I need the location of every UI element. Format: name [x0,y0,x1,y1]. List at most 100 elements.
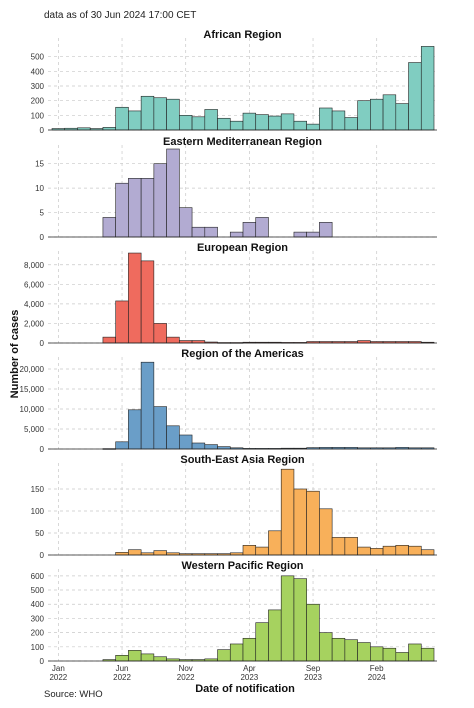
bar-jun-2023 [268,115,282,131]
bar-dec-2023 [344,117,358,131]
x-tick-label: Nov 2022 [177,664,195,682]
bar-jun-2024 [420,647,435,662]
panel-title: African Region [203,29,282,41]
bar-may-2023 [255,217,269,238]
bar-may-2024 [408,545,422,556]
data-timestamp-note: data as of 30 Jun 2024 17:00 CET [44,10,197,21]
y-tick-label: 8,000 [24,261,45,270]
bar-apr-2023 [242,222,257,238]
y-tick-label: 300 [31,82,45,91]
bar-jan-2024 [357,546,371,556]
y-tick-label: 100 [31,507,45,516]
bar-sep-2022 [153,323,167,344]
y-tick-label: 400 [31,600,45,609]
bar-aug-2022 [140,361,155,450]
y-tick-label: 300 [31,614,45,623]
bar-jun-2022 [115,182,129,238]
bar-sep-2022 [153,163,167,238]
bar-jan-2024 [357,100,371,131]
bar-dec-2023 [344,639,358,662]
y-tick-label: 600 [31,572,45,581]
bar-jul-2022 [128,110,142,131]
bar-nov-2023 [331,537,346,556]
bar-aug-2023 [293,578,307,662]
y-tick-label: 100 [31,643,45,652]
bar-jul-2022 [128,549,142,556]
bar-jun-2023 [268,530,282,556]
y-tick-label: 500 [31,53,45,62]
bar-jun-2022 [115,655,129,662]
y-tick-label: 0 [40,551,45,560]
bar-oct-2022 [166,98,180,131]
bar-sep-2023 [306,490,320,556]
bar-apr-2024 [395,545,409,556]
y-tick-label: 20,000 [20,365,45,374]
bar-jun-2022 [115,300,129,344]
bar-dec-2023 [344,537,358,556]
panel-title: Region of the Americas [181,348,303,360]
y-tick-label: 10 [35,184,44,193]
bar-jun-2024 [420,549,435,556]
y-tick-label: 0 [40,339,45,348]
bar-may-2023 [255,546,269,556]
bar-nov-2022 [179,207,193,238]
y-axis-title: Number of cases [9,310,21,399]
bar-jan-2024 [357,642,371,662]
bar-apr-2023 [242,112,257,131]
bar-aug-2022 [140,178,155,238]
bar-oct-2023 [319,508,333,556]
y-tick-label: 0 [40,126,45,135]
y-tick-label: 2,000 [24,319,45,328]
bar-apr-2023 [242,637,257,662]
bar-feb-2024 [370,646,384,662]
bar-apr-2024 [395,103,409,131]
bar-oct-2022 [166,148,180,238]
bar-aug-2022 [140,95,155,131]
y-tick-label: 150 [31,485,45,494]
bar-feb-2023 [217,649,231,662]
bar-jun-2024 [420,46,435,131]
bar-dec-2022 [191,116,206,131]
bar-sep-2023 [306,123,320,131]
bar-may-2024 [408,643,422,662]
bar-sep-2022 [153,656,167,662]
bar-jan-2023 [204,226,218,238]
bar-sep-2022 [153,97,167,131]
bar-sep-2022 [153,550,167,556]
bar-mar-2024 [382,545,397,556]
bar-oct-2023 [319,107,333,131]
bar-sep-2022 [153,406,167,450]
y-tick-label: 500 [31,586,45,595]
bar-dec-2022 [191,226,206,238]
bar-jan-2024 [357,340,371,344]
bar-jun-2023 [268,609,282,662]
bar-dec-2022 [191,340,206,344]
bar-may-2022 [102,336,116,344]
bar-dec-2022 [191,442,206,450]
bar-jul-2023 [280,575,295,662]
panel-title: Eastern Mediterranean Region [163,136,322,148]
y-tick-label: 400 [31,67,45,76]
bar-jul-2022 [128,178,142,238]
bar-jul-2022 [128,252,142,344]
y-tick-label: 6,000 [24,280,45,289]
panel-title: South-East Asia Region [180,454,305,466]
bar-aug-2023 [293,120,307,131]
bar-nov-2022 [179,115,193,131]
bar-nov-2022 [179,340,193,344]
y-tick-label: 0 [40,657,45,666]
bar-aug-2023 [293,488,307,556]
panel-title: European Region [197,242,288,254]
bar-apr-2024 [395,652,409,662]
bar-aug-2022 [140,653,155,662]
bar-feb-2024 [370,98,384,131]
bar-mar-2024 [382,94,397,131]
bar-mar-2023 [229,120,244,131]
bar-jan-2023 [204,444,218,450]
bar-mar-2023 [229,643,244,662]
bar-feb-2023 [217,446,231,450]
x-tick-label: Jun 2022 [113,664,131,682]
bar-jul-2023 [280,468,295,556]
bar-nov-2023 [331,637,346,662]
bar-nov-2022 [179,434,193,450]
